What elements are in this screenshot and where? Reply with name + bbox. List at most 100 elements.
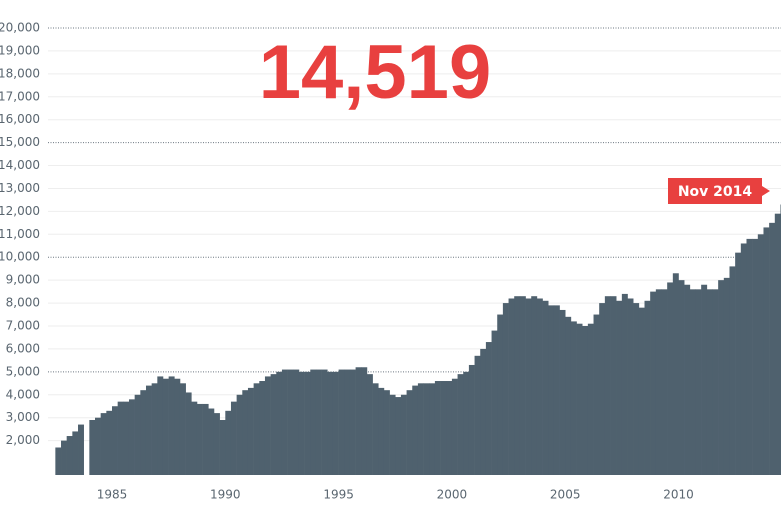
bar	[349, 369, 356, 475]
bar	[429, 383, 436, 475]
bar	[565, 316, 572, 475]
y-tick-label: 20,000	[0, 21, 40, 35]
y-tick-label: 15,000	[0, 135, 40, 149]
x-tick-label: 2010	[663, 488, 694, 502]
bar	[451, 378, 458, 475]
bar	[276, 371, 283, 475]
bar	[525, 298, 532, 475]
bar	[66, 436, 73, 475]
bar	[191, 401, 198, 475]
bar	[650, 291, 657, 475]
bar	[638, 307, 645, 475]
y-tick-label: 8,000	[6, 296, 40, 310]
bar	[463, 371, 470, 475]
x-tick-label: 1990	[210, 488, 241, 502]
y-tick-label: 9,000	[6, 273, 40, 287]
bar	[757, 234, 764, 475]
bar	[610, 296, 617, 475]
bar	[361, 367, 368, 475]
bar	[140, 390, 147, 475]
bar	[440, 381, 447, 475]
bar	[106, 410, 113, 475]
y-tick-label: 11,000	[0, 227, 40, 241]
bar	[661, 289, 668, 475]
bar	[378, 387, 385, 475]
bar	[633, 303, 640, 475]
y-tick-label: 5,000	[6, 364, 40, 378]
bar	[706, 289, 713, 475]
bar	[151, 383, 158, 475]
bar	[355, 367, 362, 475]
bar	[763, 227, 770, 475]
y-tick-label: 17,000	[0, 89, 40, 103]
bar	[701, 284, 708, 475]
bar	[310, 369, 317, 475]
bar	[259, 381, 266, 475]
bar	[242, 390, 249, 475]
bar	[576, 323, 583, 475]
bar	[746, 238, 753, 475]
x-tick-label: 1995	[323, 488, 354, 502]
bar	[417, 383, 424, 475]
bar	[695, 289, 702, 475]
bar	[55, 447, 62, 475]
bar	[389, 394, 396, 475]
bar	[497, 314, 504, 475]
bar	[616, 300, 623, 475]
bar	[208, 408, 215, 475]
bar	[412, 385, 419, 475]
bar	[383, 390, 390, 475]
bar	[570, 321, 577, 475]
y-tick-label: 2,000	[6, 433, 40, 447]
bar	[327, 371, 334, 475]
headline: 14,519	[259, 30, 491, 115]
bar	[655, 289, 662, 475]
bar	[315, 369, 322, 475]
bar	[542, 300, 549, 475]
y-tick-label: 3,000	[6, 410, 40, 424]
y-tick-label: 12,000	[0, 204, 40, 218]
bar	[678, 280, 685, 475]
bar	[740, 243, 747, 475]
bar	[264, 376, 271, 475]
bar	[344, 369, 351, 475]
annotation: Nov 2014	[678, 184, 753, 200]
bar	[508, 298, 515, 475]
bar	[627, 298, 634, 475]
bar	[298, 371, 305, 475]
bar	[247, 387, 254, 475]
bar	[604, 296, 611, 475]
y-tick-label: 16,000	[0, 112, 40, 126]
bar	[752, 238, 759, 475]
y-tick-label: 6,000	[6, 341, 40, 355]
bar	[553, 305, 560, 475]
bar	[134, 394, 141, 475]
bar	[599, 303, 606, 475]
bar	[366, 374, 373, 475]
bar	[769, 222, 776, 475]
bar	[491, 330, 498, 475]
bar	[400, 394, 407, 475]
bar	[213, 413, 220, 475]
bar	[667, 282, 674, 475]
y-tick-label: 4,000	[6, 387, 40, 401]
annotation-arrow	[762, 186, 770, 196]
bar	[185, 392, 192, 475]
bar	[202, 403, 209, 475]
bar	[735, 252, 742, 475]
bar	[531, 296, 538, 475]
bar	[712, 289, 719, 475]
bar	[446, 381, 453, 475]
bar	[689, 289, 696, 475]
bar	[89, 419, 96, 475]
bar	[406, 390, 413, 475]
bar	[774, 213, 781, 475]
bar	[236, 394, 243, 475]
bar	[548, 305, 555, 475]
bar	[157, 376, 164, 475]
bar	[61, 440, 67, 475]
bar	[718, 280, 725, 475]
bar	[519, 296, 526, 475]
x-tick-label: 2005	[550, 488, 581, 502]
